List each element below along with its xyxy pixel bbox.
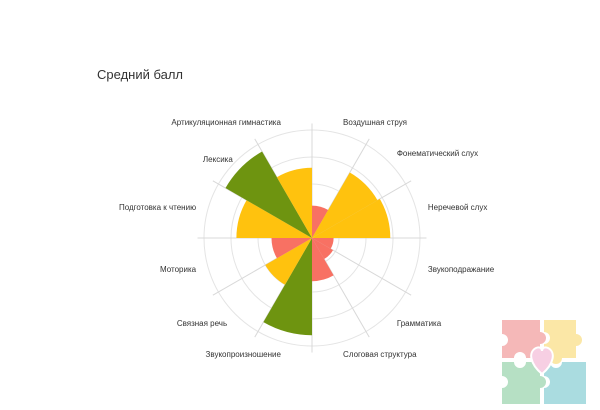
category-labels: Воздушная струя Фонематический слух Нерече…	[119, 118, 495, 359]
category-label-6: Слоговая структура	[343, 350, 417, 359]
category-label-9: Моторика	[160, 265, 197, 274]
sector-11[interactable]	[225, 151, 312, 238]
sector-3[interactable]	[312, 198, 391, 238]
category-label-11: Лексика	[203, 155, 233, 164]
sector-4[interactable]	[312, 238, 334, 249]
polar-sectors	[225, 151, 391, 336]
sector-10[interactable]	[236, 200, 312, 238]
sector-7[interactable]	[263, 238, 312, 336]
category-label-7: Звукопроизношение	[206, 350, 282, 359]
sector-12[interactable]	[276, 167, 312, 238]
category-label-2: Фонематический слух	[397, 149, 478, 158]
category-label-4: Звукоподражание	[428, 265, 495, 274]
category-label-8: Связная речь	[177, 319, 227, 328]
sector-6[interactable]	[312, 238, 334, 282]
category-label-1: Воздушная струя	[343, 118, 407, 127]
category-label-5: Грамматика	[397, 319, 442, 328]
category-label-12: Артикуляционная гимнастика	[171, 118, 281, 127]
sector-5[interactable]	[312, 238, 334, 260]
puzzle-heart-logo	[502, 320, 586, 404]
chart-title: Средний балл	[97, 67, 184, 82]
sector-1[interactable]	[312, 205, 329, 238]
sector-9[interactable]	[271, 238, 313, 259]
category-label-3: Неречевой слух	[428, 203, 487, 212]
sector-8[interactable]	[265, 238, 312, 285]
sector-2[interactable]	[312, 172, 378, 238]
category-label-10: Подготовка к чтению	[119, 203, 196, 212]
